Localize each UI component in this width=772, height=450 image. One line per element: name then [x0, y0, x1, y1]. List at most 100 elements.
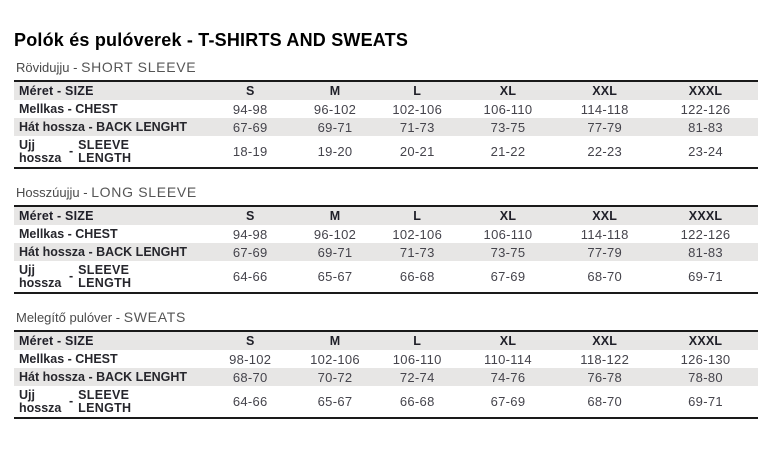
- sleeve-label-en: SLEEVE LENGTH: [78, 387, 132, 415]
- section-short-sleeve: Rövidujju - SHORT SLEEVE Méret - SIZE S …: [14, 60, 758, 169]
- back-length-row: Hát hossza - BACK LENGHT 68-70 70-72 72-…: [14, 368, 758, 386]
- sleeve-label-hu: Ujj hossza: [19, 137, 62, 165]
- size-value-cell: 106-110: [483, 226, 533, 242]
- section-title-short-sleeve: Rövidujju - SHORT SLEEVE: [16, 60, 758, 75]
- sleeve-length-row: Ujj hossza - SLEEVE LENGTH 64-66 65-67 66-…: [14, 386, 758, 418]
- size-value-cell: 65-67: [317, 269, 353, 284]
- size-value-cell: 114-118: [580, 101, 629, 117]
- size-value-cell: 67-69: [490, 269, 526, 284]
- size-value-cell: 96-102: [313, 101, 357, 117]
- sleeve-label-en: SLEEVE LENGTH: [78, 137, 132, 165]
- sleeve-label-hu: Ujj hossza: [19, 262, 62, 290]
- size-value-cell: 126-130: [680, 351, 731, 367]
- size-value-cell: 78-80: [688, 369, 723, 385]
- size-value-cell: 110-114: [484, 351, 532, 367]
- table-header-row: Méret - SIZE S M L XL XXL XXXL: [14, 331, 758, 350]
- size-value-cell: 81-83: [688, 119, 723, 135]
- size-value-cell: 69-71: [317, 244, 353, 260]
- col-header-s: S: [245, 334, 255, 348]
- size-value-cell: 21-22: [490, 144, 526, 159]
- section-long-sleeve: Hosszúujju - LONG SLEEVE Méret - SIZE S …: [14, 185, 758, 294]
- size-value-cell: 67-69: [232, 119, 268, 135]
- sleeve-length-row: Ujj hossza - SLEEVE LENGTH 64-66 65-67 66-…: [14, 261, 758, 293]
- chest-row: Mellkas - CHEST 94-98 96-102 102-106 106…: [14, 100, 758, 118]
- col-header-m: M: [329, 334, 341, 348]
- row-label-size: Méret - SIZE: [19, 84, 94, 98]
- col-header-xxl: XXL: [592, 209, 618, 223]
- col-header-l: L: [413, 334, 422, 348]
- size-value-cell: 118-122: [580, 351, 630, 367]
- col-header-s: S: [245, 84, 255, 98]
- size-value-cell: 23-24: [688, 144, 723, 159]
- col-header-xl: XL: [499, 209, 517, 223]
- sleeve-label-en: SLEEVE LENGTH: [78, 262, 132, 290]
- back-length-row: Hát hossza - BACK LENGHT 67-69 69-71 71-…: [14, 243, 758, 261]
- size-value-cell: 68-70: [232, 369, 268, 385]
- size-value-cell: 71-73: [399, 244, 435, 260]
- size-value-cell: 68-70: [587, 269, 623, 284]
- size-value-cell: 122-126: [680, 226, 731, 242]
- size-value-cell: 70-72: [317, 369, 353, 385]
- table-header-row: Méret - SIZE S M L XL XXL XXXL: [14, 81, 758, 100]
- table-header-row: Méret - SIZE S M L XL XXL XXXL: [14, 206, 758, 225]
- row-label-back-length: Hát hossza - BACK LENGHT: [19, 370, 188, 384]
- size-value-cell: 19-20: [317, 144, 353, 159]
- sleeve-label-dash: -: [69, 144, 74, 158]
- size-table-sweats: Méret - SIZE S M L XL XXL XXXL Mellkas -…: [14, 330, 758, 419]
- size-value-cell: 64-66: [232, 394, 268, 409]
- size-value-cell: 22-23: [587, 144, 623, 159]
- section-title-sweats: Melegítő pulóver - SWEATS: [16, 310, 758, 325]
- size-value-cell: 69-71: [688, 269, 723, 284]
- size-value-cell: 122-126: [680, 101, 731, 117]
- size-value-cell: 67-69: [232, 244, 268, 260]
- size-value-cell: 66-68: [399, 269, 435, 284]
- col-header-xxxl: XXXL: [688, 334, 723, 348]
- col-header-l: L: [413, 209, 422, 223]
- row-label-size: Méret - SIZE: [19, 334, 94, 348]
- page-title: Polók és pulóverek - T-SHIRTS AND SWEATS: [14, 30, 409, 50]
- size-value-cell: 77-79: [587, 119, 623, 135]
- size-value-cell: 68-70: [587, 394, 623, 409]
- row-label-sleeve-length: Ujj hossza - SLEEVE LENGTH: [14, 136, 205, 168]
- row-label-sleeve-length: Ujj hossza - SLEEVE LENGTH: [14, 261, 205, 293]
- row-label-chest: Mellkas - CHEST: [19, 227, 118, 241]
- size-value-cell: 76-78: [587, 369, 623, 385]
- sleeve-label-dash: -: [69, 269, 74, 283]
- section-sweats: Melegítő pulóver - SWEATS Méret - SIZE S…: [14, 310, 758, 419]
- section-title-hu: Melegítő pulóver: [16, 310, 113, 325]
- size-value-cell: 73-75: [490, 244, 526, 260]
- back-length-row: Hát hossza - BACK LENGHT 67-69 69-71 71-…: [14, 118, 758, 136]
- sleeve-length-row: Ujj hossza - SLEEVE LENGTH 18-19 19-20 20-…: [14, 136, 758, 168]
- row-label-chest: Mellkas - CHEST: [19, 102, 118, 116]
- section-title-long-sleeve: Hosszúujju - LONG SLEEVE: [16, 185, 758, 200]
- col-header-xl: XL: [499, 84, 517, 98]
- size-value-cell: 114-118: [580, 226, 629, 242]
- size-value-cell: 69-71: [317, 119, 353, 135]
- row-label-back-length: Hát hossza - BACK LENGHT: [19, 120, 188, 134]
- size-value-cell: 98-102: [229, 351, 272, 367]
- chest-row: Mellkas - CHEST 98-102 102-106 106-110 1…: [14, 350, 758, 368]
- section-title-en: SWEATS: [123, 309, 186, 325]
- col-header-xl: XL: [499, 334, 517, 348]
- sleeve-label-dash: -: [69, 394, 74, 408]
- col-header-xxl: XXL: [592, 334, 618, 348]
- size-value-cell: 102-106: [310, 351, 360, 367]
- row-label-back-length: Hát hossza - BACK LENGHT: [19, 245, 188, 259]
- section-title-en: LONG SLEEVE: [91, 184, 197, 200]
- size-value-cell: 73-75: [490, 119, 526, 135]
- size-value-cell: 72-74: [399, 369, 435, 385]
- row-label-size: Méret - SIZE: [19, 209, 94, 223]
- size-value-cell: 94-98: [232, 226, 268, 242]
- row-label-chest: Mellkas - CHEST: [19, 352, 118, 366]
- col-header-xxl: XXL: [592, 84, 618, 98]
- col-header-m: M: [329, 84, 341, 98]
- col-header-l: L: [413, 84, 422, 98]
- section-title-hu: Rövidujju: [16, 60, 70, 75]
- col-header-xxxl: XXXL: [688, 84, 723, 98]
- size-value-cell: 77-79: [587, 244, 623, 260]
- size-value-cell: 106-110: [392, 351, 442, 367]
- size-value-cell: 67-69: [490, 394, 526, 409]
- size-value-cell: 69-71: [688, 394, 723, 409]
- size-value-cell: 102-106: [392, 101, 443, 117]
